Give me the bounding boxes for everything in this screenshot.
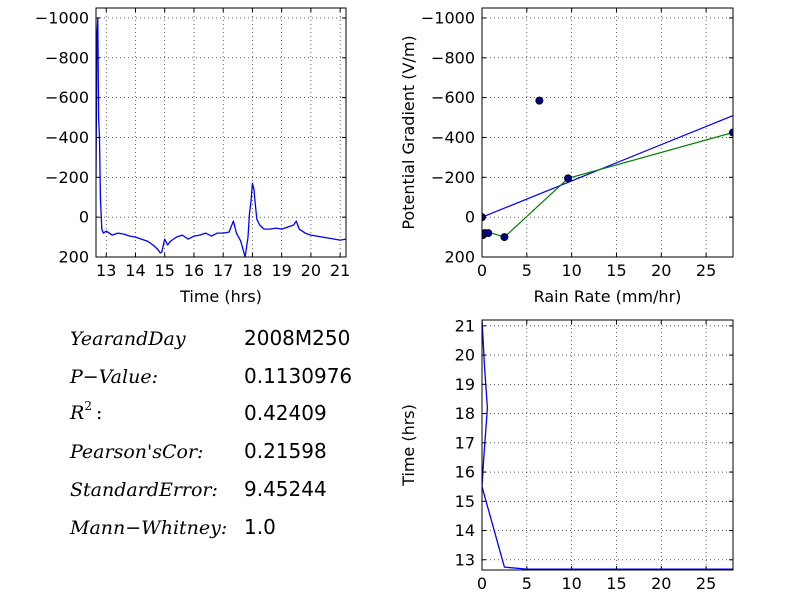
timeseries-plot: 13 14 15 16 17 18 19 20 21 −1000 −800 −600 −400 −200 0…	[35, 7, 350, 306]
x-tick-label: 15	[155, 261, 175, 280]
x-tick-label: 5	[522, 574, 532, 593]
stat-name: Pearson'sCor:	[69, 441, 203, 463]
y-tick-label: 200	[58, 248, 89, 267]
x-tick-label: 21	[330, 261, 350, 280]
x-tick-label: 25	[696, 574, 716, 593]
stat-name: P−Value:	[69, 366, 158, 388]
plot-frame	[481, 7, 734, 258]
y-tick-label: 200	[444, 248, 475, 267]
plot-frame	[481, 319, 734, 571]
stat-name: YearandDay	[70, 328, 186, 350]
y-tick-label: 0	[79, 208, 89, 227]
plot-frame	[95, 7, 347, 258]
stat-name: StandardError:	[70, 479, 218, 501]
y-tick-label: 20	[455, 346, 475, 365]
x-tick-label: 25	[696, 261, 716, 280]
y-tick-label: 15	[455, 492, 475, 511]
scatter-point	[564, 174, 573, 183]
x-tick-label: 18	[242, 261, 262, 280]
y-tick-label: −800	[45, 48, 89, 67]
stat-value: 2008M250	[244, 326, 350, 350]
y-tick-label: 13	[455, 550, 475, 569]
y-tick-label: 17	[455, 433, 475, 452]
stat-value: 0.1130976	[244, 364, 352, 388]
fit-line	[482, 131, 733, 238]
plot-area	[96, 17, 346, 257]
x-tick-label: 0	[477, 574, 487, 593]
x-tick-label: 10	[561, 574, 581, 593]
x-tick-label: 20	[301, 261, 321, 280]
stat-name: Mann−Whitney:	[69, 517, 227, 539]
x-tick-label: 15	[606, 261, 626, 280]
x-tick-label: 20	[651, 574, 671, 593]
x-tick-label: 14	[125, 261, 145, 280]
y-axis-label: Time (hrs)	[399, 404, 418, 487]
y-tick-label: 19	[455, 375, 475, 394]
x-tick-label: 13	[96, 261, 116, 280]
y-tick-label: −1000	[421, 8, 475, 27]
y-tick-label: −400	[45, 128, 89, 147]
x-axis-label: Time (hrs)	[179, 287, 262, 306]
stat-name: R2:	[69, 399, 102, 424]
y-tick-label: −600	[45, 88, 89, 107]
stat-name-suffix: :	[96, 402, 102, 424]
x-tick-label: 10	[561, 261, 581, 280]
plot-area	[482, 320, 733, 570]
x-tick-label: 16	[184, 261, 204, 280]
scatter-point	[500, 233, 509, 242]
y-tick-label: 0	[465, 208, 475, 227]
stat-name-superscript: 2	[84, 399, 92, 413]
y-tick-label: −400	[431, 128, 475, 147]
plot-area	[482, 96, 733, 242]
x-tick-label: 5	[522, 261, 532, 280]
y-tick-label: −200	[45, 168, 89, 187]
y-tick-label: −600	[431, 88, 475, 107]
x-tick-label: 17	[213, 261, 233, 280]
series-line	[482, 320, 733, 570]
series-line	[96, 17, 346, 257]
stat-value: 1.0	[244, 515, 276, 539]
cumulative-plot: 0 5 10 15 20 25 13 14 15 16 17 18 19 20 21 Time (hrs)	[399, 316, 734, 593]
scatter-point	[535, 96, 544, 105]
y-tick-label: 16	[455, 463, 475, 482]
x-tick-label: 0	[477, 261, 487, 280]
stat-name-base: R	[69, 402, 84, 424]
y-tick-label: 14	[455, 521, 475, 540]
x-tick-label: 20	[651, 261, 671, 280]
y-tick-label: −1000	[35, 8, 89, 27]
scatter-point	[729, 128, 733, 137]
y-tick-label: −200	[431, 168, 475, 187]
y-tick-label: 21	[455, 316, 475, 335]
stat-value: 0.42409	[244, 401, 327, 425]
y-axis-label: Potential Gradient (V/m)	[399, 35, 418, 229]
x-axis-label: Rain Rate (mm/hr)	[534, 287, 682, 306]
scatter-point	[484, 229, 493, 238]
y-tick-label: −800	[431, 48, 475, 67]
y-tick-label: 18	[455, 404, 475, 423]
stat-value: 9.45244	[244, 477, 327, 501]
scatter-plot: 0 5 10 15 20 25−1000−800−600−400−2000200Rain …	[399, 7, 734, 306]
x-tick-label: 15	[606, 574, 626, 593]
x-tick-label: 19	[271, 261, 291, 280]
stat-value: 0.21598	[244, 439, 327, 463]
fit-line	[482, 115, 733, 218]
statistics-table: YearandDay 2008M250 P−Value: 0.1130976 R…	[69, 326, 352, 539]
